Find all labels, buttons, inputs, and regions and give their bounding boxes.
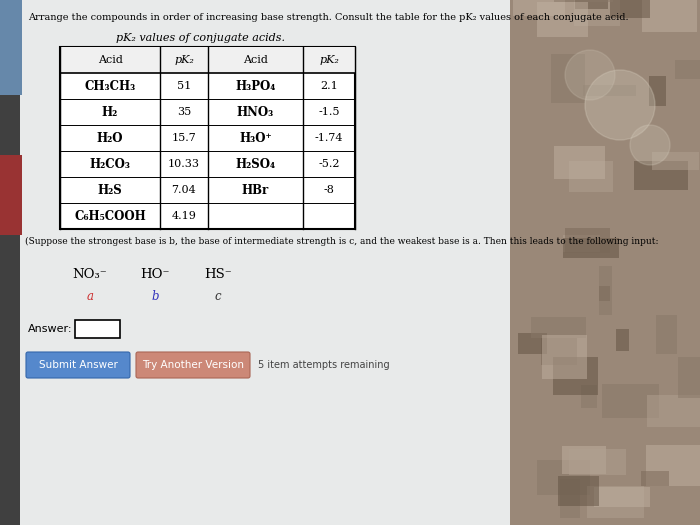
Bar <box>678 358 700 398</box>
Bar <box>564 238 619 258</box>
Text: Submit Answer: Submit Answer <box>38 360 118 370</box>
Text: -5.2: -5.2 <box>318 159 340 169</box>
Text: (Suppose the strongest base is b, the base of intermediate strength is c, and th: (Suppose the strongest base is b, the ba… <box>25 237 659 246</box>
Text: 51: 51 <box>177 81 191 91</box>
Text: 35: 35 <box>177 107 191 117</box>
Bar <box>60 47 355 73</box>
Bar <box>634 161 688 190</box>
Bar <box>568 161 612 192</box>
Bar <box>646 445 700 486</box>
Bar <box>676 60 700 79</box>
Bar <box>581 385 597 408</box>
FancyBboxPatch shape <box>26 352 130 378</box>
Bar <box>554 0 612 2</box>
Text: H₃PO₄: H₃PO₄ <box>235 79 276 92</box>
Text: HS⁻: HS⁻ <box>204 268 232 281</box>
Text: pK₂: pK₂ <box>174 55 194 65</box>
Text: -1.74: -1.74 <box>315 133 343 143</box>
Text: 2.1: 2.1 <box>320 81 338 91</box>
Bar <box>551 54 584 103</box>
Text: C₆H₅COOH: C₆H₅COOH <box>74 209 146 223</box>
Bar <box>641 471 669 486</box>
Circle shape <box>630 125 670 165</box>
Text: pK₂: pK₂ <box>319 55 339 65</box>
Text: HO⁻: HO⁻ <box>140 268 169 281</box>
Bar <box>514 0 565 16</box>
Text: NO₃⁻: NO₃⁻ <box>73 268 107 281</box>
Text: -1.5: -1.5 <box>318 107 340 117</box>
Bar <box>599 286 610 300</box>
Bar <box>652 152 699 170</box>
Bar <box>60 47 355 229</box>
Bar <box>563 235 601 252</box>
Text: HBr: HBr <box>242 184 269 196</box>
Bar <box>656 316 677 354</box>
Text: -8: -8 <box>323 185 335 195</box>
Bar <box>587 486 644 518</box>
Bar <box>599 266 612 315</box>
Text: H₂O: H₂O <box>97 131 123 144</box>
Circle shape <box>565 50 615 100</box>
Bar <box>559 476 599 506</box>
Text: 5 item attempts remaining: 5 item attempts remaining <box>258 360 390 370</box>
Bar <box>649 76 666 106</box>
Text: 10.33: 10.33 <box>168 159 200 169</box>
Bar <box>542 335 587 379</box>
Bar <box>0 0 22 95</box>
Text: pK₂ values of conjugate acids.: pK₂ values of conjugate acids. <box>116 33 284 43</box>
FancyBboxPatch shape <box>136 352 250 378</box>
Bar <box>562 446 606 474</box>
Bar <box>560 479 580 518</box>
Text: Acid: Acid <box>243 55 268 65</box>
Circle shape <box>585 70 655 140</box>
Bar <box>642 0 696 32</box>
Bar <box>610 0 650 18</box>
Text: Answer:: Answer: <box>28 324 73 334</box>
Bar <box>536 460 590 495</box>
Bar <box>0 155 22 235</box>
Bar <box>0 0 20 525</box>
Bar <box>553 357 598 395</box>
Bar <box>569 448 626 475</box>
Bar <box>541 338 578 365</box>
Text: Arrange the compounds in order of increasing base strength. Consult the table fo: Arrange the compounds in order of increa… <box>28 13 629 22</box>
Text: H₃O⁺: H₃O⁺ <box>239 131 272 144</box>
Text: 7.04: 7.04 <box>172 185 197 195</box>
Bar <box>574 0 620 26</box>
Text: H₂SO₄: H₂SO₄ <box>235 158 276 171</box>
Text: CH₃CH₃: CH₃CH₃ <box>85 79 136 92</box>
Text: b: b <box>151 290 159 303</box>
Text: a: a <box>87 290 94 303</box>
Bar <box>554 146 605 179</box>
Bar <box>538 2 588 37</box>
Text: HNO₃: HNO₃ <box>237 106 274 119</box>
Text: 4.19: 4.19 <box>172 211 197 221</box>
Bar <box>602 384 659 418</box>
Text: 15.7: 15.7 <box>172 133 197 143</box>
Text: H₂S: H₂S <box>97 184 122 196</box>
Bar <box>518 333 547 354</box>
Bar <box>75 320 120 338</box>
Bar <box>582 85 636 96</box>
Bar <box>510 0 700 525</box>
Bar <box>616 329 629 351</box>
Bar <box>565 228 610 253</box>
Text: Try Another Version: Try Another Version <box>142 360 244 370</box>
Bar <box>531 317 586 338</box>
Bar <box>594 487 650 507</box>
Text: H₂CO₃: H₂CO₃ <box>90 158 130 171</box>
Bar <box>20 0 510 525</box>
Text: H₂: H₂ <box>102 106 118 119</box>
Text: Acid: Acid <box>97 55 122 65</box>
Bar <box>575 0 608 9</box>
Text: c: c <box>215 290 221 303</box>
Bar <box>647 395 700 427</box>
